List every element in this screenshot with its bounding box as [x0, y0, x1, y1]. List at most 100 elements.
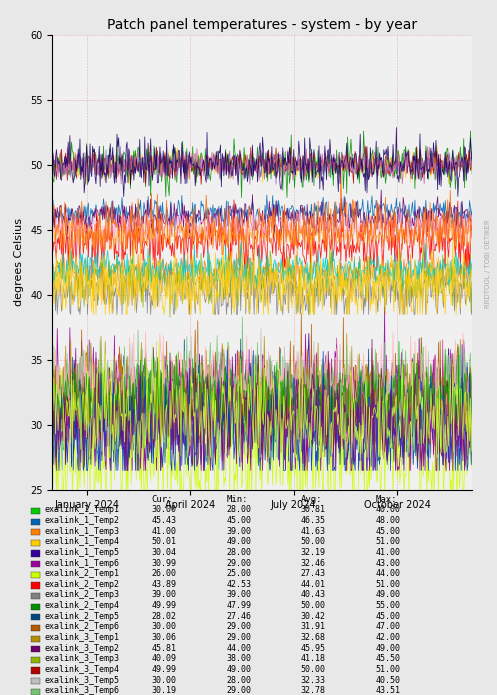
Text: 49.99: 49.99 [152, 601, 176, 610]
Text: exalink_2_Temp1: exalink_2_Temp1 [45, 569, 120, 578]
Text: 28.00: 28.00 [226, 505, 251, 514]
Text: 28.00: 28.00 [226, 548, 251, 557]
Text: 41.00: 41.00 [152, 527, 176, 536]
Text: 30.00: 30.00 [152, 623, 176, 631]
Text: 39.00: 39.00 [226, 591, 251, 600]
Text: 43.51: 43.51 [375, 686, 400, 695]
Text: 50.00: 50.00 [301, 601, 326, 610]
Text: 28.02: 28.02 [152, 612, 176, 621]
Text: 45.95: 45.95 [301, 644, 326, 653]
Text: exalink_1_Temp1: exalink_1_Temp1 [45, 505, 120, 514]
Text: 44.00: 44.00 [226, 644, 251, 653]
Bar [31, 550, 40, 557]
Text: 51.00: 51.00 [375, 665, 400, 674]
Text: 29.00: 29.00 [226, 633, 251, 642]
Text: 28.00: 28.00 [226, 676, 251, 685]
Text: 45.81: 45.81 [152, 644, 176, 653]
Text: 45.00: 45.00 [375, 612, 400, 621]
Text: 29.00: 29.00 [226, 559, 251, 568]
Text: 41.18: 41.18 [301, 654, 326, 663]
Text: exalink_1_Temp4: exalink_1_Temp4 [45, 537, 120, 546]
Text: exalink_1_Temp6: exalink_1_Temp6 [45, 559, 120, 568]
Text: 50.00: 50.00 [301, 537, 326, 546]
Bar [31, 678, 40, 685]
Text: exalink_3_Temp6: exalink_3_Temp6 [45, 686, 120, 695]
Text: 50.00: 50.00 [301, 665, 326, 674]
Text: 51.00: 51.00 [375, 537, 400, 546]
Text: 43.00: 43.00 [375, 559, 400, 568]
Text: Max:: Max: [375, 495, 397, 504]
Text: 47.99: 47.99 [226, 601, 251, 610]
Text: 30.06: 30.06 [152, 633, 176, 642]
Bar [31, 635, 40, 641]
Text: 27.46: 27.46 [226, 612, 251, 621]
Text: 48.00: 48.00 [375, 516, 400, 525]
Text: RRDTOOL / TOBI OETIKER: RRDTOOL / TOBI OETIKER [485, 220, 491, 309]
Bar [31, 625, 40, 631]
Text: Avg:: Avg: [301, 495, 322, 504]
Bar [31, 689, 40, 695]
Text: exalink_3_Temp1: exalink_3_Temp1 [45, 633, 120, 642]
Text: 30.04: 30.04 [152, 548, 176, 557]
Text: 39.00: 39.00 [226, 527, 251, 536]
Y-axis label: degrees Celsius: degrees Celsius [14, 218, 24, 306]
Text: exalink_1_Temp5: exalink_1_Temp5 [45, 548, 120, 557]
Text: 41.63: 41.63 [301, 527, 326, 536]
Text: 25.00: 25.00 [226, 569, 251, 578]
Text: exalink_1_Temp2: exalink_1_Temp2 [45, 516, 120, 525]
Text: 40.50: 40.50 [375, 676, 400, 685]
Text: 41.00: 41.00 [375, 548, 400, 557]
Text: 49.00: 49.00 [375, 591, 400, 600]
Text: 39.00: 39.00 [152, 591, 176, 600]
Text: exalink_2_Temp6: exalink_2_Temp6 [45, 623, 120, 631]
Text: 27.43: 27.43 [301, 569, 326, 578]
Text: 32.33: 32.33 [301, 676, 326, 685]
Text: 49.99: 49.99 [152, 665, 176, 674]
Text: exalink_2_Temp3: exalink_2_Temp3 [45, 591, 120, 600]
Text: 49.00: 49.00 [226, 665, 251, 674]
Text: 40.43: 40.43 [301, 591, 326, 600]
Text: exalink_2_Temp5: exalink_2_Temp5 [45, 612, 120, 621]
Bar [31, 529, 40, 535]
Text: 49.00: 49.00 [375, 644, 400, 653]
Text: 38.00: 38.00 [226, 654, 251, 663]
Bar [31, 540, 40, 546]
Text: 43.89: 43.89 [152, 580, 176, 589]
Text: 30.19: 30.19 [152, 686, 176, 695]
Text: 50.01: 50.01 [152, 537, 176, 546]
Text: exalink_3_Temp3: exalink_3_Temp3 [45, 654, 120, 663]
Bar [31, 593, 40, 599]
Text: 55.00: 55.00 [375, 601, 400, 610]
Bar [31, 518, 40, 525]
Text: 45.50: 45.50 [375, 654, 400, 663]
Text: 40.09: 40.09 [152, 654, 176, 663]
Text: 45.00: 45.00 [226, 516, 251, 525]
Text: 29.00: 29.00 [226, 686, 251, 695]
Text: 46.35: 46.35 [301, 516, 326, 525]
Text: 32.68: 32.68 [301, 633, 326, 642]
Text: 30.00: 30.00 [152, 676, 176, 685]
Bar [31, 646, 40, 653]
Text: 30.81: 30.81 [301, 505, 326, 514]
Text: 40.00: 40.00 [375, 505, 400, 514]
Text: exalink_2_Temp4: exalink_2_Temp4 [45, 601, 120, 610]
Title: Patch panel temperatures - system - by year: Patch panel temperatures - system - by y… [107, 18, 417, 32]
Text: exalink_1_Temp3: exalink_1_Temp3 [45, 527, 120, 536]
Text: 32.46: 32.46 [301, 559, 326, 568]
Text: 51.00: 51.00 [375, 580, 400, 589]
Text: 31.91: 31.91 [301, 623, 326, 631]
Text: 42.00: 42.00 [375, 633, 400, 642]
Text: 47.00: 47.00 [375, 623, 400, 631]
Text: 45.00: 45.00 [375, 527, 400, 536]
Text: 44.01: 44.01 [301, 580, 326, 589]
Text: Cur:: Cur: [152, 495, 173, 504]
Text: 30.42: 30.42 [301, 612, 326, 621]
Bar [31, 603, 40, 610]
Text: 30.99: 30.99 [152, 559, 176, 568]
Bar [31, 508, 40, 514]
Text: 45.43: 45.43 [152, 516, 176, 525]
Bar [31, 657, 40, 663]
Text: 32.78: 32.78 [301, 686, 326, 695]
Text: exalink_2_Temp2: exalink_2_Temp2 [45, 580, 120, 589]
Text: 30.00: 30.00 [152, 505, 176, 514]
